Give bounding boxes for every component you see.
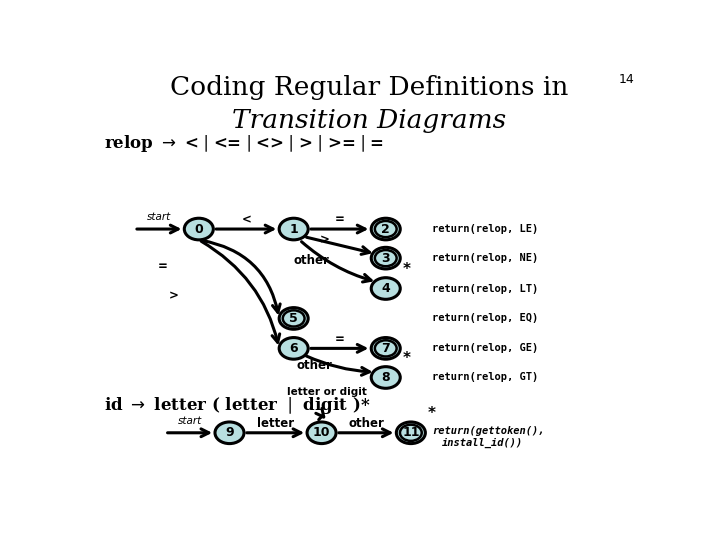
Text: 11: 11 [402, 426, 420, 439]
Circle shape [372, 218, 400, 240]
Text: install_id()): install_id()) [442, 438, 523, 448]
Text: <: < [241, 213, 251, 226]
Text: *: * [428, 406, 436, 421]
Text: return(relop, EQ): return(relop, EQ) [432, 313, 539, 323]
Text: relop $\rightarrow$ <$\mid$<=$\mid$<>$\mid$>$\mid$>=$\mid$=: relop $\rightarrow$ <$\mid$<=$\mid$<>$\m… [104, 133, 384, 154]
Text: *: * [403, 262, 411, 277]
Text: 8: 8 [382, 371, 390, 384]
Circle shape [307, 422, 336, 443]
Text: =: = [335, 333, 345, 346]
Text: letter or digit: letter or digit [287, 387, 367, 397]
Text: 2: 2 [382, 222, 390, 235]
Text: >: > [168, 289, 179, 302]
Text: return(relop, LE): return(relop, LE) [432, 224, 539, 234]
Circle shape [184, 218, 213, 240]
Text: id $\rightarrow$ letter ( letter $\mid$ digit )*: id $\rightarrow$ letter ( letter $\mid$ … [104, 395, 370, 416]
Text: 4: 4 [382, 282, 390, 295]
Text: >: > [320, 233, 330, 246]
Text: 14: 14 [618, 73, 634, 86]
Text: 0: 0 [194, 222, 203, 235]
Text: 10: 10 [312, 426, 330, 439]
Text: 5: 5 [289, 312, 298, 325]
Text: 3: 3 [382, 252, 390, 265]
Circle shape [279, 308, 308, 329]
Text: return(relop, GE): return(relop, GE) [432, 343, 539, 353]
Text: return(gettoken(),: return(gettoken(), [432, 426, 544, 436]
Circle shape [215, 422, 244, 443]
Circle shape [279, 338, 308, 359]
Text: 1: 1 [289, 222, 298, 235]
Circle shape [372, 247, 400, 269]
Circle shape [372, 338, 400, 359]
Text: start: start [178, 416, 202, 426]
Text: other: other [293, 254, 329, 267]
Text: 9: 9 [225, 426, 234, 439]
Circle shape [372, 278, 400, 299]
Text: *: * [403, 351, 411, 366]
Text: start: start [147, 212, 171, 222]
Text: Transition Diagrams: Transition Diagrams [232, 109, 506, 133]
Text: return(relop, LT): return(relop, LT) [432, 284, 539, 294]
Text: 7: 7 [382, 342, 390, 355]
Text: letter: letter [257, 417, 294, 430]
Text: other: other [348, 417, 384, 430]
Text: =: = [335, 213, 345, 226]
Circle shape [279, 218, 308, 240]
Text: return(relop, NE): return(relop, NE) [432, 253, 539, 263]
Text: Coding Regular Definitions in: Coding Regular Definitions in [170, 75, 568, 100]
Text: other: other [297, 359, 333, 372]
Text: 6: 6 [289, 342, 298, 355]
Circle shape [372, 367, 400, 388]
Text: =: = [158, 260, 168, 273]
Text: return(relop, GT): return(relop, GT) [432, 373, 539, 382]
Circle shape [396, 422, 426, 443]
